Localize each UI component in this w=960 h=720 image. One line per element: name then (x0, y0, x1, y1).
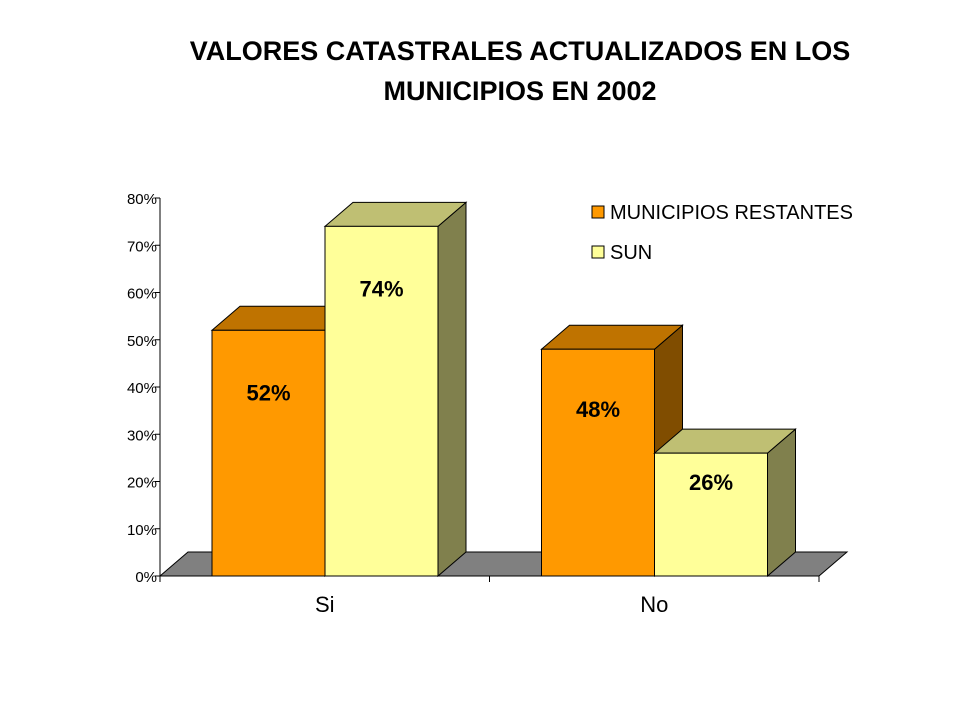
y-tick-label: 20% (127, 475, 157, 492)
y-tick-label: 10% (127, 522, 157, 539)
y-tick-label: 0% (135, 569, 157, 586)
bar (211, 329, 326, 577)
legend-swatch (591, 245, 605, 259)
y-tick-label: 40% (127, 380, 157, 397)
y-tick-label: 60% (127, 286, 157, 303)
data-label: 74% (359, 276, 403, 301)
y-tick-label: 30% (127, 427, 157, 444)
data-label: 26% (689, 470, 733, 495)
y-tick-label: 80% (127, 191, 157, 208)
legend-swatch (591, 205, 605, 219)
bar-side (437, 201, 467, 578)
chart-title-line-2: MUNICIPIOS EN 2002 (383, 76, 657, 106)
x-category-label: Si (315, 592, 335, 617)
y-tick-label: 70% (127, 238, 157, 255)
data-label: 48% (576, 397, 620, 422)
chart-legend: MUNICIPIOS RESTANTES SUN (591, 202, 853, 264)
legend-label: SUN (610, 242, 652, 264)
bar (324, 225, 439, 577)
bar-side (767, 428, 796, 578)
legend-label: MUNICIPIOS RESTANTES (610, 202, 853, 224)
chart-bars: 52% 74% 48% 26% (210, 201, 797, 578)
bar (541, 348, 655, 577)
bar (654, 452, 768, 577)
data-label: 52% (246, 380, 290, 405)
chart-title-line-1: VALORES CATASTRALES ACTUALIZADOS EN LOS (189, 36, 851, 66)
y-tick-label: 50% (127, 333, 157, 350)
x-category-label: No (640, 592, 668, 617)
